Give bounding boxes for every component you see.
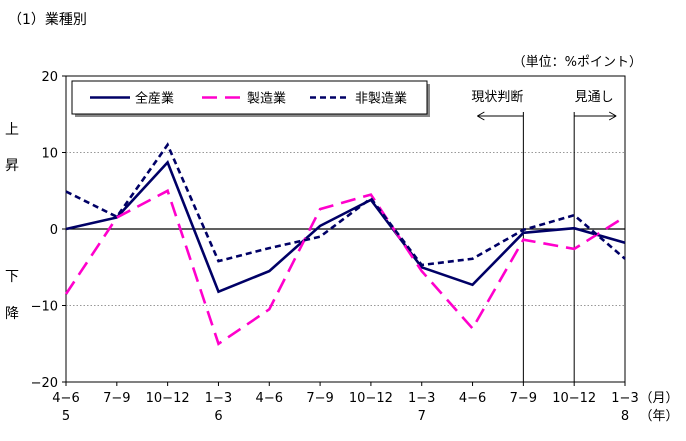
- x-tick-label: 10−12: [552, 391, 596, 406]
- x-tick-label: 1−3: [408, 391, 435, 406]
- year-label: 8: [621, 409, 629, 424]
- x-tick-label: 10−12: [146, 391, 190, 406]
- legend-label-0: 全産業: [135, 91, 174, 107]
- y-tick-label: −20: [31, 376, 58, 391]
- annotation-arrowhead: [608, 111, 617, 121]
- side-label-up: 昇: [5, 158, 19, 174]
- legend-label-1: 製造業: [247, 91, 286, 107]
- year-unit-label: （年）: [639, 409, 678, 424]
- series-line-2: [65, 142, 626, 267]
- y-tick-label: 20: [41, 70, 58, 85]
- side-label-down: 降: [5, 306, 19, 322]
- x-tick-label: 4−6: [459, 391, 486, 406]
- annotation-label-outlook: 見通し: [575, 90, 614, 105]
- x-tick-label: 7−9: [510, 391, 537, 406]
- y-tick-label: −10: [31, 300, 58, 315]
- month-unit-label: （月）: [639, 391, 678, 406]
- unit-label: （単位：%ポイント）: [512, 55, 642, 70]
- x-tick-label: 7−9: [103, 391, 130, 406]
- annotation-label-current: 現状判断: [471, 90, 523, 105]
- x-tick-label: 10−12: [349, 391, 393, 406]
- year-label: 7: [418, 409, 426, 424]
- side-label-up: 上: [5, 122, 19, 138]
- legend-box: [71, 80, 428, 115]
- legend-label-2: 非製造業: [355, 91, 407, 107]
- year-label: 5: [62, 409, 70, 424]
- x-tick-label: 1−3: [611, 391, 638, 406]
- year-label: 6: [214, 409, 222, 424]
- series-line-1: [64, 188, 626, 346]
- x-tick-label: 1−3: [205, 391, 232, 406]
- x-tick-label: 4−6: [256, 391, 283, 406]
- section-title: （1）業種別: [8, 12, 87, 28]
- x-tick-label: 7−9: [306, 391, 333, 406]
- y-tick-label: 0: [50, 223, 58, 238]
- y-tick-label: 10: [41, 147, 58, 162]
- side-label-down: 下: [5, 269, 19, 285]
- series-line-0: [65, 159, 626, 294]
- annotation-arrowhead: [477, 111, 485, 121]
- x-tick-label: 4−6: [52, 391, 79, 406]
